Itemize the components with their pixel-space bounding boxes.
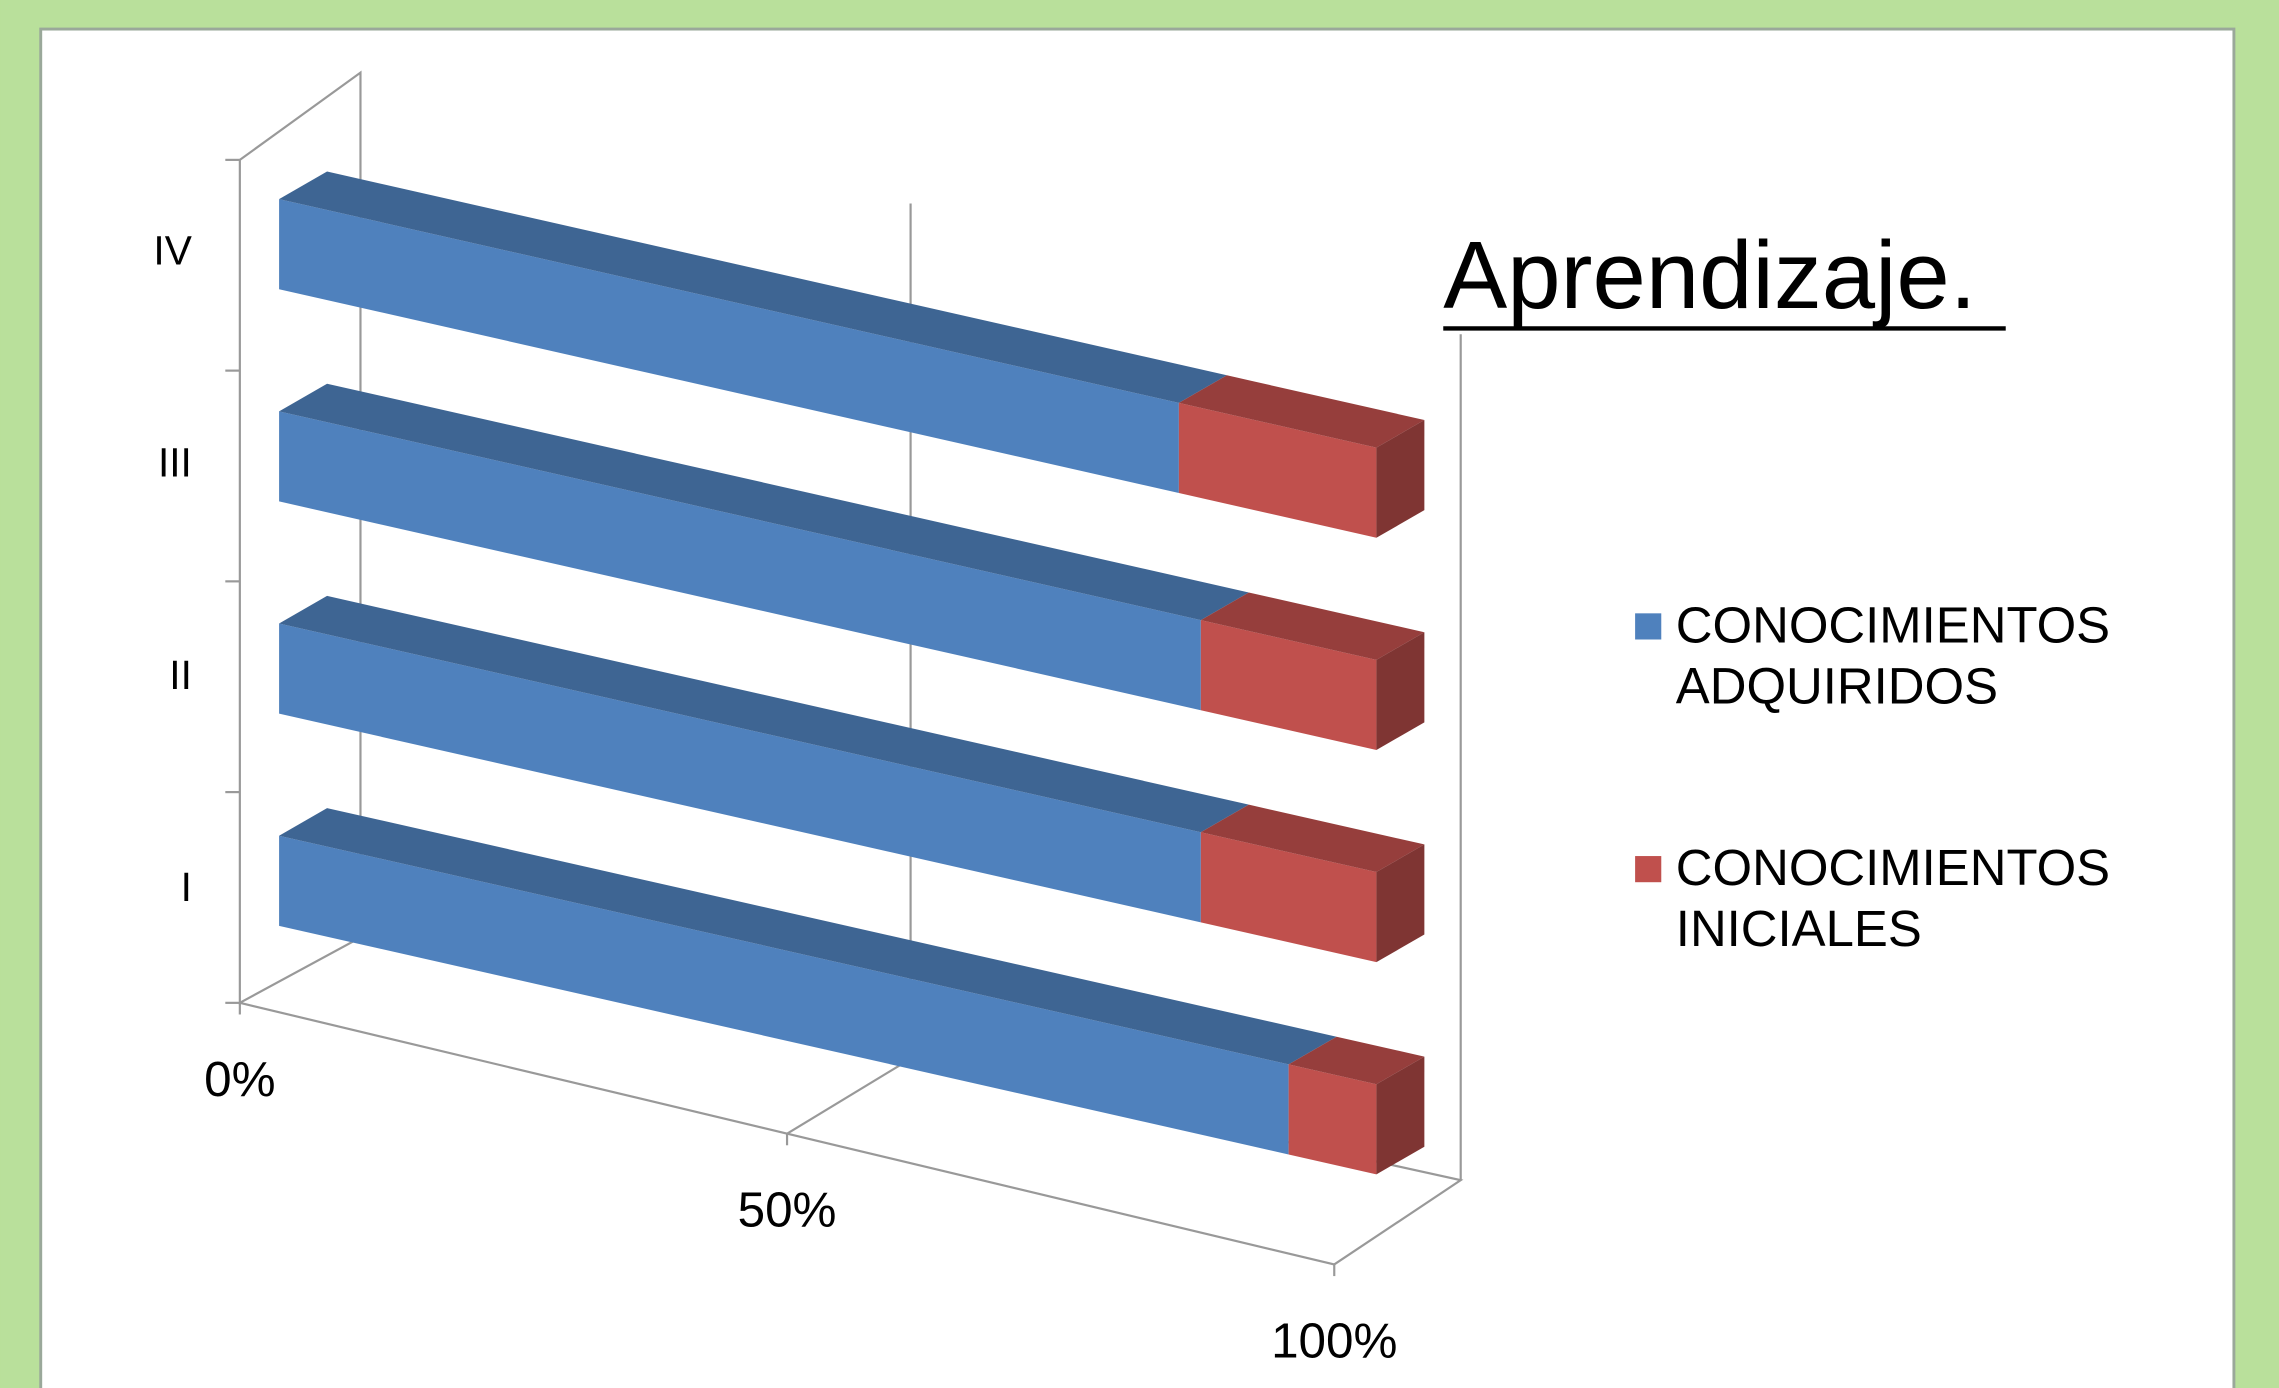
bar-segment	[279, 595, 1249, 923]
bar-side	[1376, 1056, 1425, 1175]
bar-front	[1200, 832, 1377, 963]
bar-segment	[279, 383, 1249, 711]
bar-segment	[1200, 804, 1425, 963]
bar-segment	[1178, 375, 1425, 538]
bar-segment	[1288, 1036, 1425, 1175]
legend-entry: CONOCIMIENTOS INICIALES	[1675, 840, 2111, 958]
bar-side	[1376, 632, 1425, 750]
y-tick-label: IV	[153, 228, 191, 274]
bar-top	[1200, 592, 1425, 660]
legend-label: CONOCIMIENTOS INICIALES	[1675, 840, 2111, 958]
bar-front	[279, 623, 1201, 923]
bar-top	[279, 171, 1227, 403]
bar-segment	[1200, 592, 1425, 750]
legend-swatch	[1635, 613, 1662, 640]
bar-front	[1178, 402, 1377, 538]
legend-entry: CONOCIMIENTOS ADQUIRIDOS	[1675, 597, 2111, 716]
y-tick-label: I	[181, 864, 192, 910]
bar-front	[279, 199, 1179, 494]
bar-front	[279, 411, 1201, 711]
bar-top	[1288, 1036, 1425, 1085]
bar-side	[1376, 844, 1425, 963]
bar-top	[1200, 804, 1425, 873]
bar-top	[1178, 375, 1425, 448]
bar-front	[1200, 620, 1377, 750]
y-tick-label: II	[169, 652, 192, 698]
chart-title: Aprendizaje.	[1443, 222, 1976, 329]
bar-top	[279, 808, 1337, 1065]
legend-swatch	[1635, 856, 1662, 883]
bar-segment	[279, 171, 1227, 494]
floor-grid-line	[786, 1057, 912, 1135]
bar-front	[279, 835, 1289, 1155]
bar-top	[279, 595, 1249, 833]
bar-top	[279, 383, 1249, 621]
bar-segment	[279, 808, 1337, 1155]
x-tick-label: 50%	[738, 1183, 837, 1238]
x-tick-label: 0%	[204, 1052, 275, 1107]
bar-side	[1376, 420, 1425, 538]
legend-label: CONOCIMIENTOS ADQUIRIDOS	[1675, 597, 2111, 716]
bar-front	[1288, 1064, 1377, 1175]
x-tick-label: 100%	[1271, 1313, 1397, 1368]
y-tick-label: III	[158, 440, 192, 486]
